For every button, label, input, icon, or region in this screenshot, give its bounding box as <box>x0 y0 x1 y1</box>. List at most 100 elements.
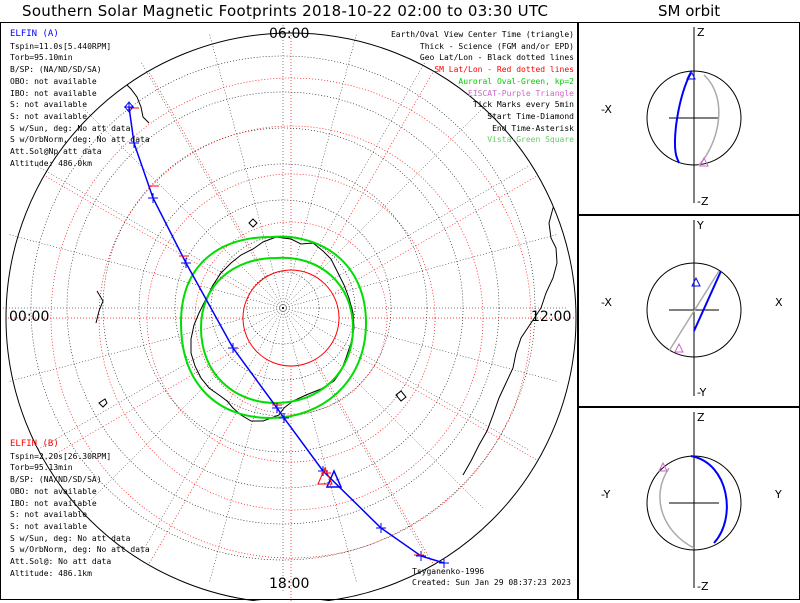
orbit-plot-xy <box>646 220 742 396</box>
sm-meridian <box>332 175 538 295</box>
orbit-plot-yz <box>646 412 742 588</box>
elfin-b-info-line: S: not available <box>10 521 88 531</box>
elfin-a-tick <box>279 413 289 423</box>
geo-meridian <box>282 233 559 309</box>
elfin-a-info-line: Torb=95.10min <box>10 53 73 63</box>
credit-created: Created: Sun Jan 29 08:37:23 2023 <box>412 578 571 587</box>
geo-meridian <box>140 61 284 309</box>
geo-meridian <box>140 307 284 555</box>
elfin-b-view-triangle <box>317 466 333 485</box>
elfin-b-info-line: OBO: not available <box>10 486 97 496</box>
clock-label-bottom: 18:00 <box>269 576 310 592</box>
legend-item: End Time-Asterisk <box>492 123 574 133</box>
geo-meridian <box>282 61 426 309</box>
legend: Earth/Oval View Center Time (triangle) Th… <box>391 29 574 146</box>
elfin-a-info-line: Att.Sol@Np att data <box>10 147 102 157</box>
orbit-2-left-label: -X <box>601 296 612 309</box>
orbit-plot-xz <box>646 27 742 203</box>
sm-meridian <box>44 175 250 295</box>
elfin-a-info-line: Tspin=11.0s[5.440RPM] <box>10 41 112 51</box>
orbit-1-bottom-label: -Z <box>697 195 709 208</box>
elfin-b-info-line: S w/OrbNorm, deg: No att data <box>10 545 150 555</box>
geo-meridian <box>282 32 358 309</box>
elfin-a-info-line: OBO: not available <box>10 76 97 86</box>
elfin-b-info-line: Torb=95.13min <box>10 463 73 473</box>
map-boundary <box>5 32 577 601</box>
legend-item: Geo Lat/Lon - Black dotted lines <box>419 53 574 63</box>
elfin-a-tick <box>181 258 191 268</box>
legend-item: Start Time-Diamond <box>487 111 574 121</box>
orbit-3-top-label: Z <box>697 411 705 424</box>
clock-label-left: 00:00 <box>9 309 50 325</box>
elfin-a-info-line: S w/Sun, deg: No att data <box>10 123 131 133</box>
sm-latitude-circle <box>98 125 484 511</box>
antarctica-outline <box>190 236 355 422</box>
footprint-map-panel: 06:00 00:00 12:00 18:00 <box>0 22 578 601</box>
south-america-outline <box>462 132 576 476</box>
elfin-a-header: ELFIN (A) <box>10 29 59 39</box>
credit-model: Tsyganenko-1996 <box>412 567 485 576</box>
geo-meridian <box>282 307 358 584</box>
legend-item: SM Lat/Lon - Red dotted lines <box>434 65 574 75</box>
elfin-a-view-triangle <box>325 469 343 488</box>
geo-meridian <box>282 307 426 555</box>
elfin-a-tick <box>129 138 139 148</box>
sm-meridian <box>314 359 434 565</box>
sm-latitude-circle <box>242 269 340 367</box>
legend-item: Tick Marks every 5min <box>472 100 574 110</box>
orbit-panel-xz: Z -Z -X <box>578 22 800 215</box>
elfin-b-info-line: S w/Sun, deg: No att data <box>10 533 131 543</box>
geo-meridian <box>7 307 284 383</box>
footprint-map <box>1 23 577 601</box>
islands-outline <box>98 218 407 408</box>
elfin-a-info-line: B/SP: (NA/ND/SD/SA) <box>10 65 102 75</box>
orbit-panel-xy: Y -Y -X X <box>578 215 800 407</box>
legend-item: Auroral Oval-Green, kp=2 <box>458 76 574 86</box>
auroral-oval-inner <box>199 256 355 405</box>
orbit-panel-yz: Z -Z -Y Y <box>578 407 800 600</box>
geo-meridian <box>282 307 559 383</box>
sm-grid <box>6 33 576 601</box>
elfin-a-info-line: IBO: not available <box>10 88 97 98</box>
elfin-b-info: ELFIN (B) Tspin=2.20s[26.30RPM] Torb=95.1… <box>10 439 150 579</box>
sm-meridian <box>332 341 538 461</box>
auroral-ovals <box>179 235 368 420</box>
orbit-3-left-label: -Y <box>601 488 611 501</box>
sm-latitude-circle <box>194 221 388 415</box>
sm-meridian <box>44 341 250 461</box>
elfin-a-info-line: S: not available <box>10 100 88 110</box>
elfin-a-info-line: S w/OrbNorm, deg: No att data <box>10 135 150 145</box>
elfin-a-tick <box>376 523 386 533</box>
elfin-b-info-line: Altitude: 486.1km <box>10 568 92 578</box>
geo-meridian <box>81 307 284 510</box>
legend-item: Vista-Green Square <box>487 135 574 145</box>
credit: Tsyganenko-1996 Created: Sun Jan 29 08:3… <box>412 566 571 588</box>
legend-item: Thick - Science (FGM and/or EPD) <box>419 41 574 51</box>
orbit-1-left-label: -X <box>601 103 612 116</box>
orbit-3-bottom-label: -Z <box>697 580 709 593</box>
legend-item: EISCAT-Purple Triangle <box>468 88 574 98</box>
elfin-a-tick <box>228 343 238 353</box>
orbit-2-right-label: X <box>775 296 783 309</box>
sm-meridian <box>148 71 268 277</box>
sm-latitude-circle <box>146 173 436 463</box>
elfin-b-lines: Tspin=2.20s[26.30RPM] Torb=95.13min B/SP: … <box>10 451 150 580</box>
elfin-a-tick <box>148 193 158 203</box>
elfin-b-info-line: S: not available <box>10 510 88 520</box>
elfin-b-info-line: IBO: not available <box>10 498 97 508</box>
sm-meridian <box>314 71 434 277</box>
elfin-a-info-line: S: not available <box>10 111 88 121</box>
orbit-2-bottom-label: -Y <box>697 386 707 399</box>
orbit-title: SM orbit <box>658 2 721 20</box>
elfin-a-tick <box>124 102 134 112</box>
orbit-3-right-label: Y <box>775 488 782 501</box>
sm-meridian <box>148 359 268 565</box>
elfin-a-lines: Tspin=11.0s[5.440RPM] Torb=95.10min B/SP: … <box>10 41 150 170</box>
orbit-2-top-label: Y <box>697 219 704 232</box>
elfin-a-tick <box>416 551 426 561</box>
elfin-a-info: ELFIN (A) Tspin=11.0s[5.440RPM] Torb=95.1… <box>10 29 150 169</box>
geo-meridian <box>282 307 485 510</box>
clock-label-right: 12:00 <box>531 309 572 325</box>
clock-label-top: 06:00 <box>269 26 310 42</box>
main-title: Southern Solar Magnetic Footprints 2018-… <box>22 2 549 20</box>
